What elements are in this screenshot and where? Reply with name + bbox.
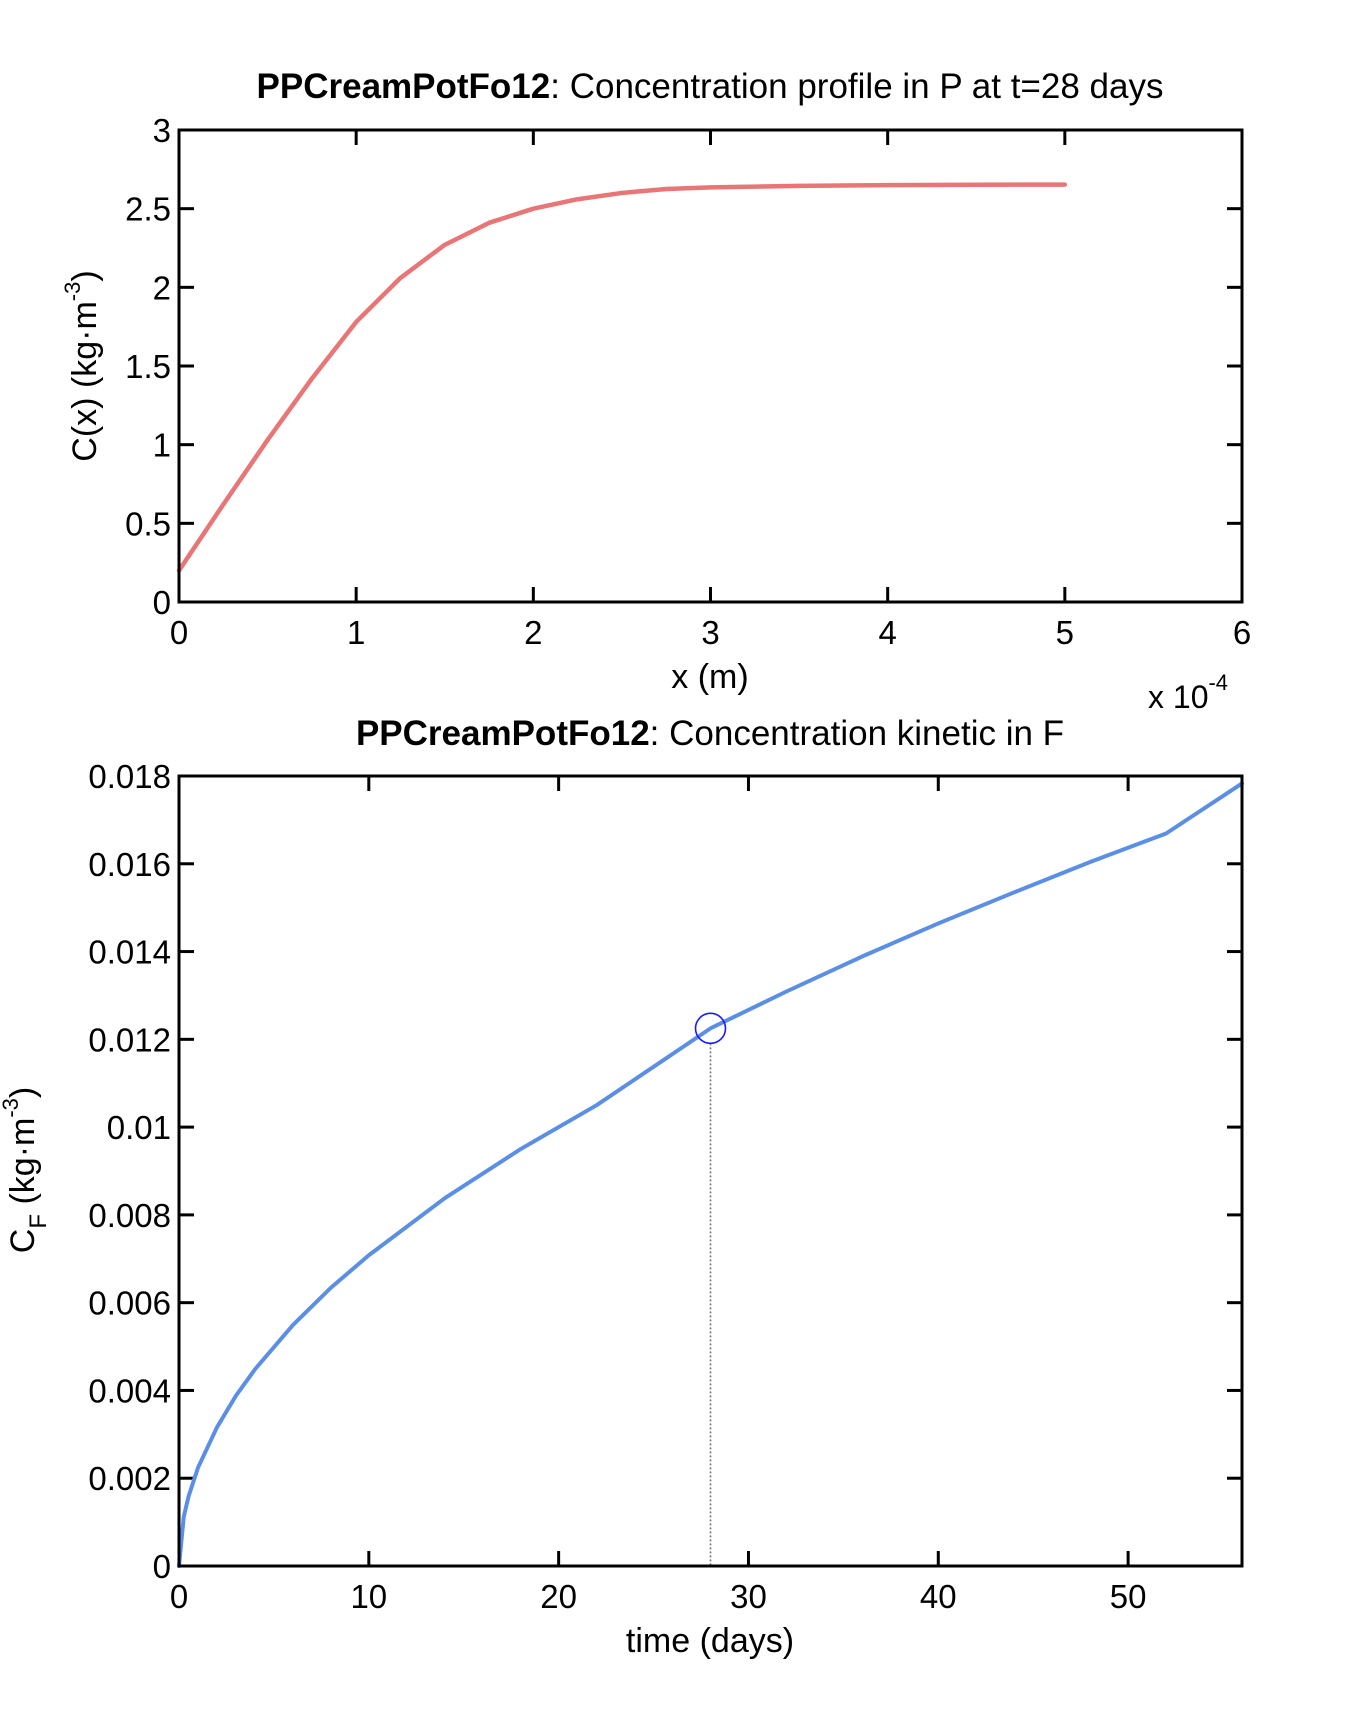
chart2-x-tick-label: 10 bbox=[350, 1578, 387, 1615]
chart2-x-tick-label: 20 bbox=[540, 1578, 577, 1615]
chart1-plot-frame bbox=[177, 128, 1244, 604]
chart2-y-tick-label: 0.012 bbox=[88, 1021, 171, 1058]
chart1-y-axis-label-sup: -3 bbox=[60, 282, 85, 302]
chart1-x-multiplier-exp: -4 bbox=[1208, 670, 1228, 695]
chart1-y-tick-labels: 0 0.5 1 1.5 2 2.5 3 bbox=[125, 112, 171, 621]
chart1-x-tick-label: 1 bbox=[347, 614, 365, 651]
chart1-y-tick-label: 1 bbox=[153, 427, 171, 464]
chart2-y-tick-label: 0 bbox=[153, 1548, 171, 1585]
chart2-title-rest: : Concentration kinetic in F bbox=[650, 714, 1064, 753]
chart2-y-tick-label: 0.016 bbox=[88, 846, 171, 883]
chart1-x-multiplier-base: x 10 bbox=[1148, 679, 1208, 715]
chart1-title: PPCreamPotFo12: Concentration profile in… bbox=[257, 67, 1164, 106]
chart2-y-tick-labels: 0 0.002 0.004 0.006 0.008 0.01 0.012 0.014 0.016… bbox=[88, 758, 171, 1585]
chart2-y-tick-label: 0.014 bbox=[88, 934, 171, 971]
chart1-y-axis-label: C(x) (kg·m-3) bbox=[60, 270, 104, 461]
chart1-ticks bbox=[177, 128, 1244, 604]
chart2-x-tick-label: 40 bbox=[920, 1578, 957, 1615]
chart2-plot-frame bbox=[177, 774, 1244, 1568]
chart1-y-tick-label: 1.5 bbox=[125, 348, 171, 385]
chart2-y-axis-label-sub: F bbox=[25, 1214, 52, 1229]
concentration-profile-chart: PPCreamPotFo12: Concentration profile in… bbox=[60, 67, 1251, 715]
chart1-y-tick-label: 3 bbox=[153, 112, 171, 149]
chart1-y-tick-label: 0.5 bbox=[125, 505, 171, 542]
chart2-x-tick-labels: 0 10 20 30 40 50 bbox=[170, 1578, 1147, 1615]
chart1-series-line bbox=[176, 182, 1068, 573]
chart2-y-tick-label: 0.01 bbox=[107, 1109, 171, 1146]
chart2-title: PPCreamPotFo12: Concentration kinetic in… bbox=[356, 714, 1064, 753]
chart1-y-tick-label: 2.5 bbox=[125, 191, 171, 228]
chart1-y-axis-label-main: C(x) (kg·m bbox=[66, 301, 104, 462]
chart2-y-axis-label: CF (kg·m-3) bbox=[0, 1087, 52, 1253]
chart2-y-tick-label: 0.018 bbox=[88, 758, 171, 795]
chart1-title-rest: : Concentration profile in P at t=28 day… bbox=[550, 67, 1163, 106]
chart2-x-tick-label: 0 bbox=[170, 1578, 188, 1615]
chart1-title-bold: PPCreamPotFo12 bbox=[257, 67, 551, 106]
chart2-x-tick-label: 30 bbox=[730, 1578, 767, 1615]
chart1-x-tick-label: 5 bbox=[1056, 614, 1074, 651]
chart2-y-axis-label-rest: (kg·m bbox=[4, 1118, 42, 1214]
chart2-x-axis-label: time (days) bbox=[626, 1622, 794, 1660]
chart1-y-tick-label: 2 bbox=[153, 269, 171, 306]
chart2-y-tick-label: 0.002 bbox=[88, 1460, 171, 1497]
chart2-y-tick-label: 0.004 bbox=[88, 1372, 171, 1409]
chart1-x-tick-label: 4 bbox=[878, 614, 896, 651]
chart1-x-multiplier: x 10-4 bbox=[1148, 670, 1228, 715]
chart1-y-tick-label: 0 bbox=[153, 584, 171, 621]
chart2-y-axis-label-main: C bbox=[4, 1229, 42, 1254]
chart2-x-tick-label: 50 bbox=[1110, 1578, 1147, 1615]
chart2-y-tick-label: 0.006 bbox=[88, 1285, 171, 1322]
chart1-x-tick-label: 6 bbox=[1233, 614, 1251, 651]
chart1-x-tick-labels: 0 1 2 3 4 5 6 bbox=[170, 614, 1251, 651]
chart2-y-axis-label-sup: -3 bbox=[0, 1098, 23, 1118]
chart1-x-tick-label: 3 bbox=[701, 614, 719, 651]
chart2-y-tick-label: 0.008 bbox=[88, 1197, 171, 1234]
concentration-kinetic-chart: PPCreamPotFo12: Concentration kinetic in… bbox=[0, 714, 1244, 1660]
chart2-current-time-marker bbox=[694, 1012, 727, 1045]
chart2-title-bold: PPCreamPotFo12 bbox=[356, 714, 650, 753]
chart1-x-tick-label: 0 bbox=[170, 614, 188, 651]
chart1-x-axis-label: x (m) bbox=[671, 658, 748, 696]
chart1-x-tick-label: 2 bbox=[524, 614, 542, 651]
chart1-y-axis-label-close: ) bbox=[66, 270, 104, 281]
chart2-series-line bbox=[177, 781, 1244, 1568]
chart2-y-axis-label-close: ) bbox=[4, 1087, 42, 1098]
